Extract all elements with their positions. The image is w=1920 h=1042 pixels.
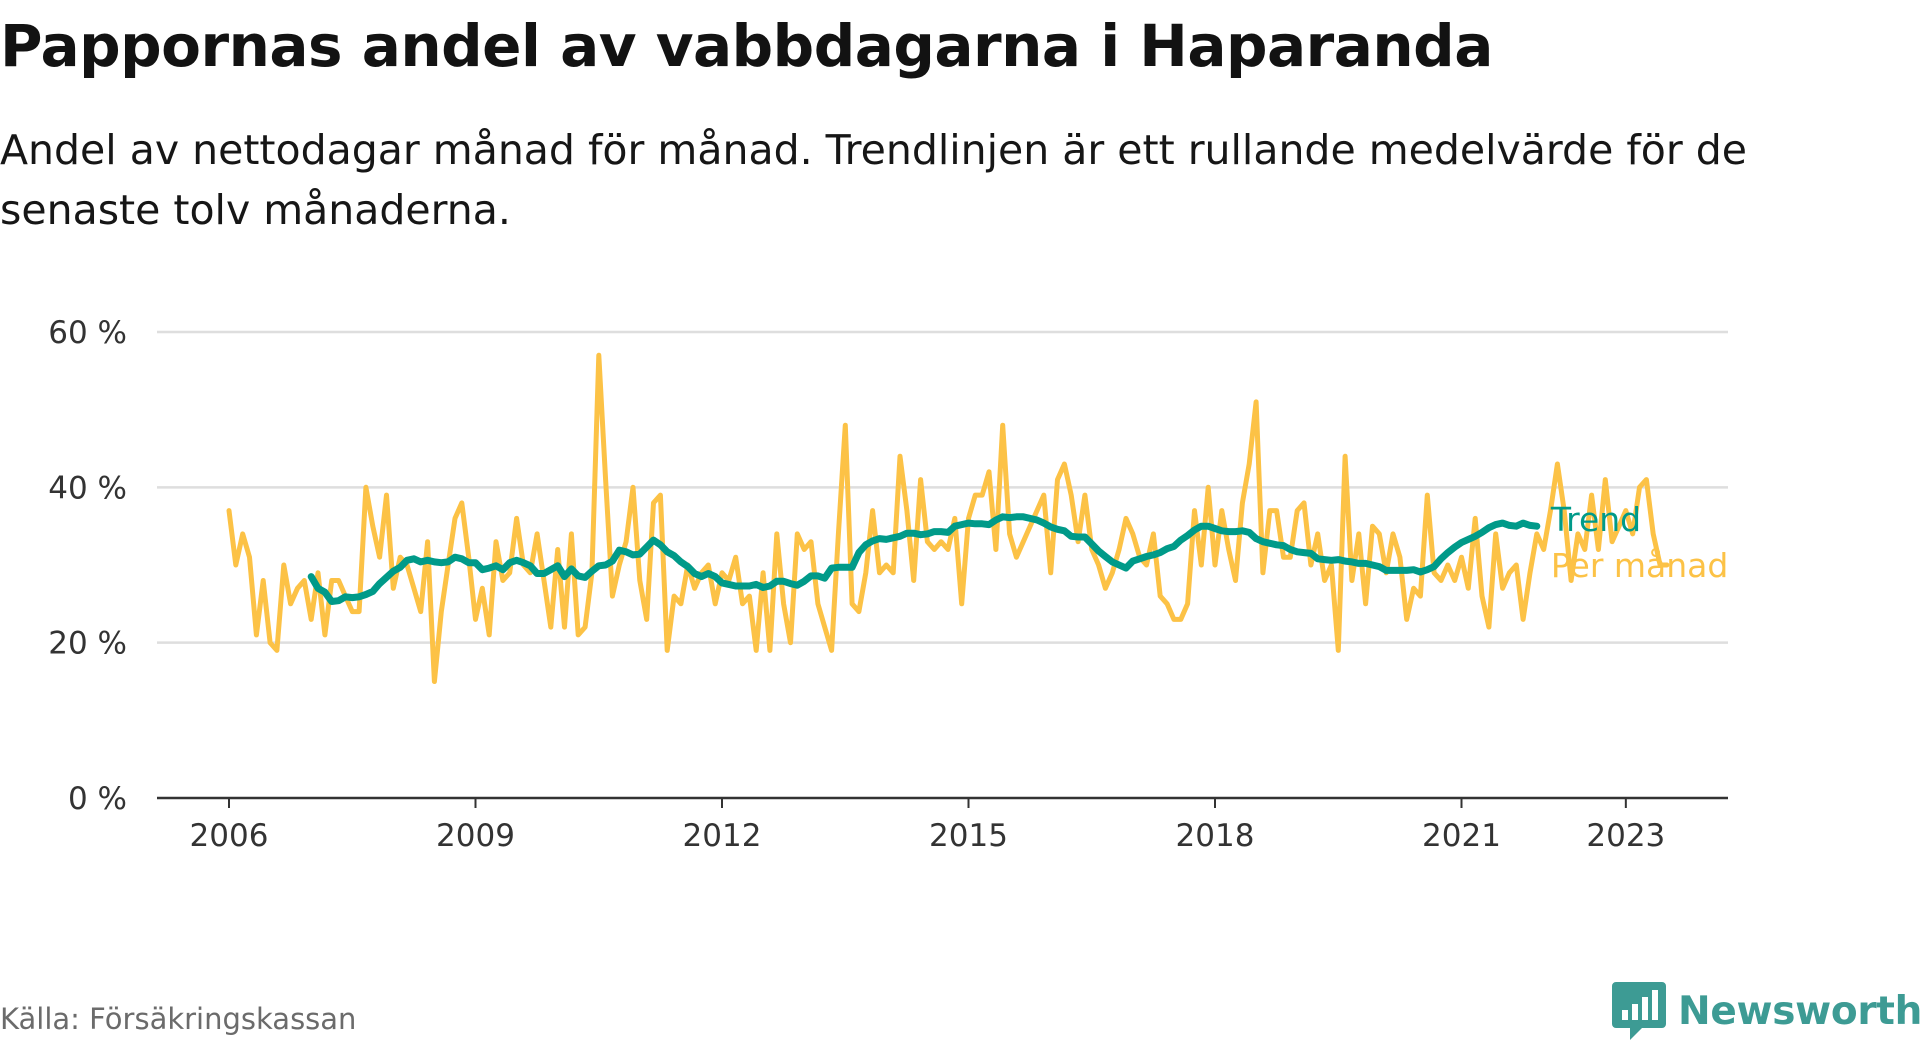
x-tick-label: 2023: [1586, 818, 1665, 854]
y-tick-label: 20 %: [48, 626, 127, 662]
y-tick-label: 60 %: [48, 315, 127, 351]
x-tick-label: 2006: [190, 818, 269, 854]
source-note: Källa: Försäkringskassan: [0, 1002, 357, 1036]
brand-name: Newsworthy: [1678, 988, 1920, 1034]
series-label-per-manad: Per månad: [1551, 546, 1729, 585]
x-tick-label: 2021: [1422, 818, 1501, 854]
x-tick-label: 2018: [1176, 818, 1255, 854]
x-tick-label: 2009: [436, 818, 515, 854]
y-axis-ticks: 0 % 20 % 40 % 60 %: [48, 315, 127, 817]
brand-logo: Newsworthy: [1612, 980, 1920, 1042]
chart-title: Pappornas andel av vabbdagarna i Haparan…: [0, 12, 1493, 80]
y-grid: [157, 330, 1728, 644]
x-tick-label: 2012: [683, 818, 762, 854]
chart-subtitle: Andel av nettodagar månad för månad. Tre…: [0, 126, 1747, 234]
y-tick-label: 40 %: [48, 470, 127, 506]
series-line-trend: [307, 513, 1541, 605]
series-line-per-manad: [226, 352, 1670, 684]
x-tick-label: 2015: [929, 818, 1008, 854]
x-axis-ticks: 2006 2009 2012 2015 2018 2021 2023: [190, 798, 1665, 854]
series-lines: [226, 352, 1670, 684]
bar-chart-bubble-icon: [1612, 982, 1666, 1040]
series-label-trend: Trend: [1550, 500, 1641, 539]
y-tick-label: 0 %: [68, 781, 127, 817]
